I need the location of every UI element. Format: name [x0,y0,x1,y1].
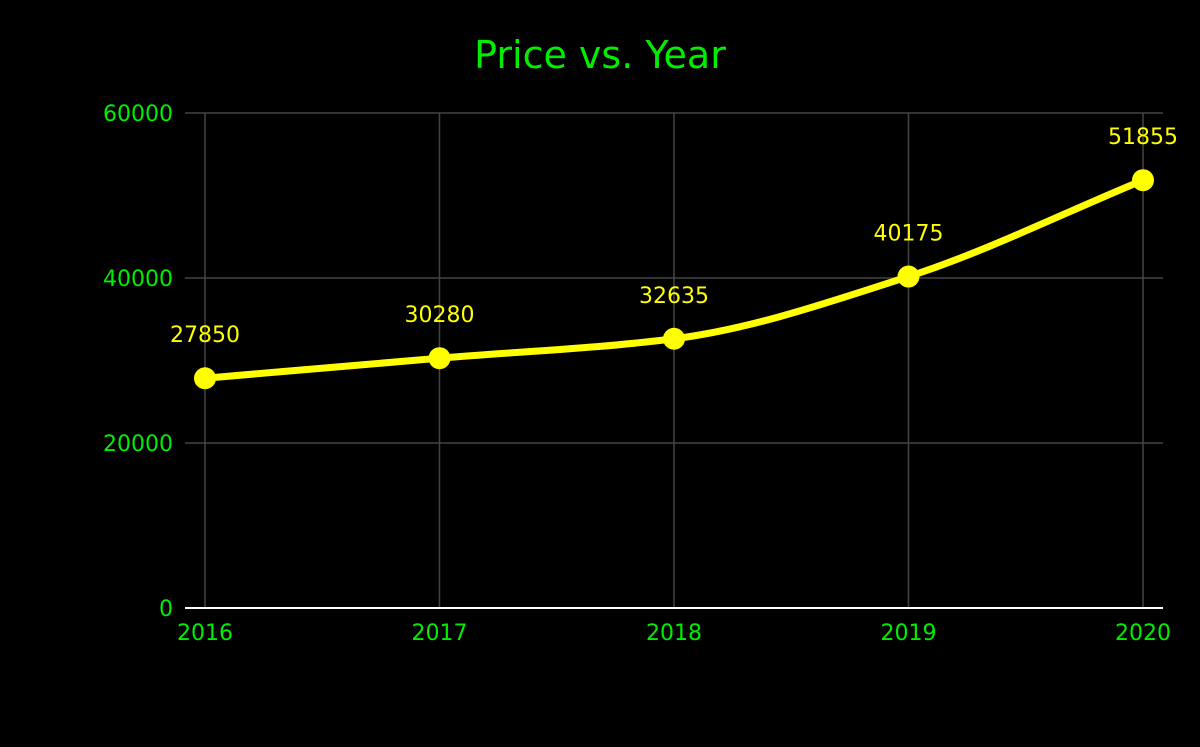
data-label: 32635 [639,284,709,309]
y-tick-label: 40000 [103,267,173,292]
data-label: 40175 [874,222,944,247]
x-tick-label: 2020 [1115,621,1171,646]
y-tick-label: 60000 [103,102,173,127]
grid-lines [185,112,1163,608]
data-point-marker [1132,169,1154,192]
data-point-marker [663,327,685,350]
chart-title: Price vs. Year [474,33,726,77]
axes: 0 20000 40000 60000 2016 2017 2018 2019 2020 [103,102,1171,646]
data-point-marker [897,265,920,288]
data-label: 27850 [170,323,240,348]
x-tick-label: 2017 [412,621,468,646]
data-label-group: 27850 30280 32635 40175 51855 [170,125,1178,348]
x-tick-label: 2016 [177,621,233,646]
data-point-marker [194,367,216,390]
series-line-group [194,169,1154,390]
y-tick-label: 0 [159,597,173,622]
y-tick-label: 20000 [103,432,173,457]
x-tick-label: 2018 [646,621,702,646]
data-label: 51855 [1108,125,1178,150]
x-tick-label: 2019 [881,621,937,646]
data-label: 30280 [405,303,475,328]
data-point-marker [428,347,451,370]
